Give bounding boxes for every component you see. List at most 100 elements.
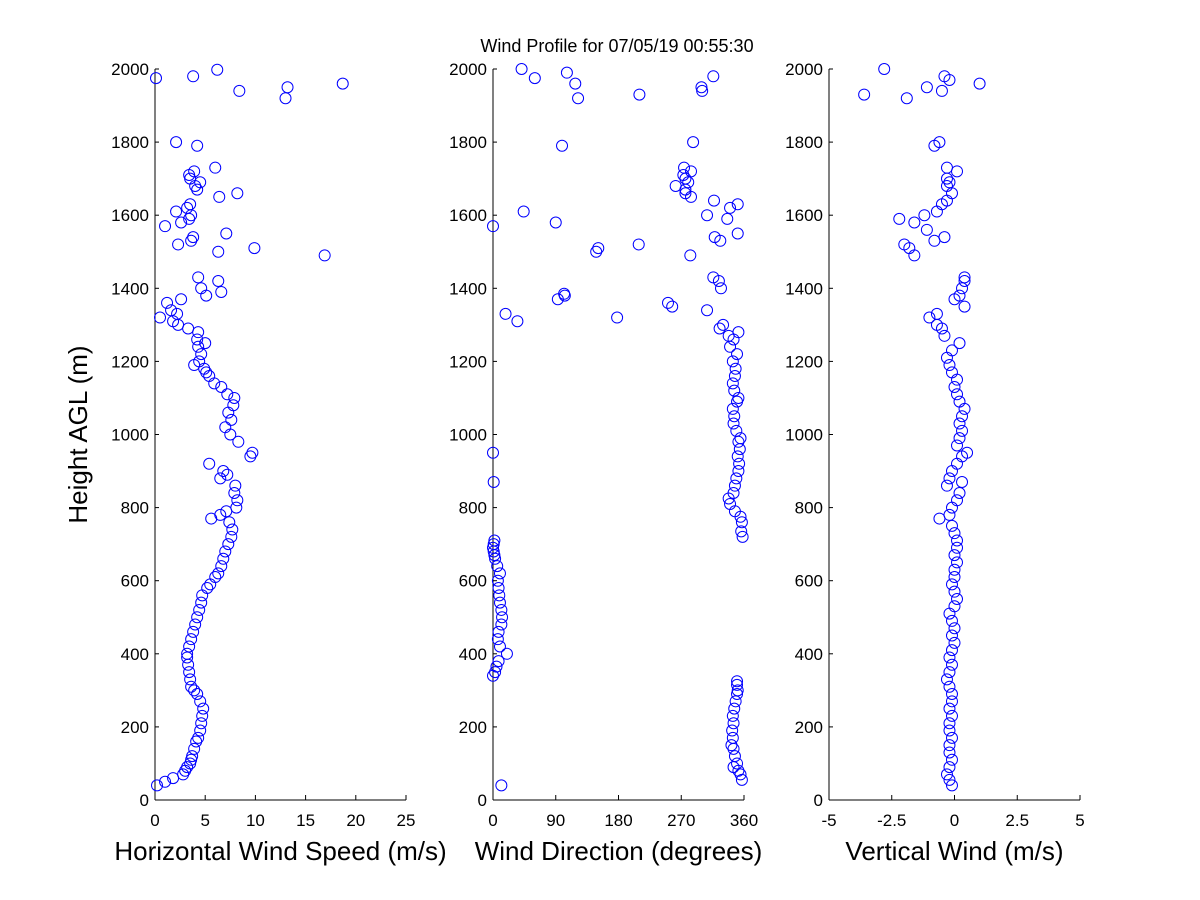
data-point xyxy=(735,525,748,538)
data-point xyxy=(943,717,956,730)
data-point xyxy=(496,611,509,624)
data-point xyxy=(204,578,217,591)
data-point xyxy=(181,647,194,660)
data-point xyxy=(945,695,958,708)
data-point xyxy=(487,476,500,489)
x-tick-label: 0 xyxy=(950,811,959,830)
data-point xyxy=(726,402,739,415)
data-point xyxy=(192,271,205,284)
data-point xyxy=(222,538,235,551)
data-point xyxy=(171,307,184,320)
y-tick-label: 800 xyxy=(459,499,487,518)
data-point xyxy=(191,688,204,701)
x-tick-label: 90 xyxy=(546,811,565,830)
data-point xyxy=(220,227,233,240)
data-point xyxy=(187,625,200,638)
data-point xyxy=(731,348,744,361)
data-point xyxy=(951,494,964,507)
data-point xyxy=(943,739,956,752)
data-point xyxy=(226,523,239,536)
chart-title: Wind Profile for 07/05/19 00:55:30 xyxy=(480,36,753,56)
data-point xyxy=(900,92,913,105)
data-point xyxy=(948,636,961,649)
data-point xyxy=(192,326,205,339)
x-tick-label: 25 xyxy=(397,811,416,830)
y-tick-label: 1600 xyxy=(111,206,149,225)
data-point xyxy=(491,560,504,573)
data-point xyxy=(170,205,183,218)
data-point xyxy=(727,486,740,499)
data-point xyxy=(161,296,174,309)
data-point xyxy=(487,541,499,554)
data-point xyxy=(203,457,216,470)
data-point xyxy=(707,271,720,284)
data-point xyxy=(717,318,730,331)
data-point xyxy=(878,63,891,75)
y-tick-label: 200 xyxy=(121,718,149,737)
data-point xyxy=(728,410,741,423)
data-point xyxy=(731,450,744,463)
panel-2: 0 200 400 600 800 1000 1200 1400 1600 1800 2000 0 90… xyxy=(449,60,762,866)
data-point xyxy=(195,717,208,730)
data-point xyxy=(170,136,183,149)
panel-3: 0 200 400 600 800 1000 1200 1400 1600 1800 2000 -5 -… xyxy=(785,60,1085,866)
data-point xyxy=(958,274,971,287)
data-point xyxy=(191,333,204,346)
data-point xyxy=(961,446,974,459)
x-tick-label: 15 xyxy=(296,811,315,830)
data-point xyxy=(945,658,958,671)
data-point xyxy=(191,139,204,152)
data-point xyxy=(729,362,742,375)
data-point xyxy=(489,666,502,679)
data-point xyxy=(198,362,211,375)
data-point xyxy=(945,519,958,532)
data-point xyxy=(930,205,943,218)
data-point xyxy=(943,680,956,693)
data-point xyxy=(953,395,966,408)
data-point xyxy=(908,216,921,229)
data-point xyxy=(726,355,739,368)
y-axis-label: Height AGL (m) xyxy=(63,345,93,523)
data-point xyxy=(662,296,675,309)
data-point xyxy=(188,165,201,178)
data-point xyxy=(492,655,505,668)
data-point xyxy=(951,457,964,470)
data-point xyxy=(491,633,504,646)
y-tick-label: 400 xyxy=(459,645,487,664)
data-point xyxy=(920,81,933,94)
data-point xyxy=(731,757,744,770)
data-point xyxy=(194,695,207,708)
data-point xyxy=(956,476,969,489)
data-point xyxy=(943,176,956,189)
data-point xyxy=(953,417,966,430)
data-point xyxy=(633,88,646,101)
data-point xyxy=(212,567,225,580)
data-point xyxy=(212,245,225,258)
y-tick-label: 1400 xyxy=(449,279,487,298)
data-point xyxy=(728,702,741,715)
data-point xyxy=(493,589,506,602)
data-point xyxy=(188,742,201,755)
data-point xyxy=(714,282,727,295)
data-point xyxy=(193,355,206,368)
y-tick-label: 200 xyxy=(795,718,823,737)
data-point xyxy=(951,534,964,547)
data-point xyxy=(728,370,741,383)
data-point xyxy=(569,77,582,90)
x-tick-label: 20 xyxy=(346,811,365,830)
data-point xyxy=(948,622,961,635)
data-point xyxy=(495,603,508,616)
y-tick-label: 1000 xyxy=(449,426,487,445)
y-tick-label: 0 xyxy=(478,791,487,810)
data-point xyxy=(200,289,213,302)
data-point xyxy=(188,684,201,697)
data-point xyxy=(189,618,202,631)
data-point xyxy=(203,370,216,383)
data-point xyxy=(684,249,697,262)
data-point xyxy=(729,695,742,708)
data-point xyxy=(956,424,969,437)
data-point xyxy=(248,242,261,255)
panel-1: 0 200 400 600 800 1000 1200 1400 1600 1800 2000 0 5 1… xyxy=(63,60,447,866)
data-point xyxy=(958,300,971,313)
data-point xyxy=(940,179,953,192)
